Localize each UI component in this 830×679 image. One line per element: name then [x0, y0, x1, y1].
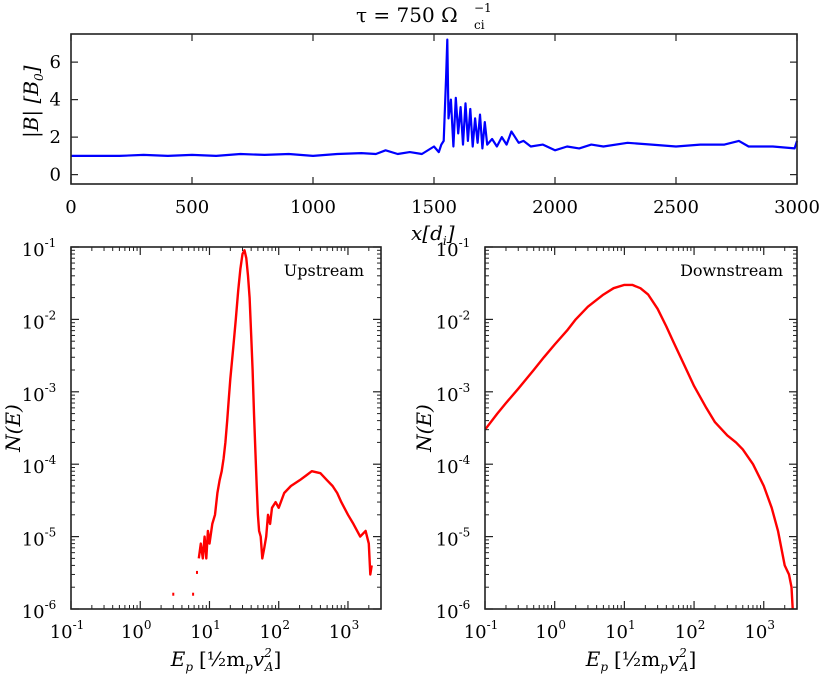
xlabel-units: [½m — [199, 647, 245, 671]
b-field-ylabel: |B| [B0] — [19, 65, 46, 138]
xlabel-sub: p — [600, 660, 608, 674]
y-tick-label: 10-2 — [22, 308, 57, 333]
x-tick-exponent: 2 — [282, 618, 290, 632]
x-tick-label: 500 — [175, 197, 209, 218]
xlabel-close: ] — [688, 647, 696, 671]
spectrum-ylabel: N(E) — [1, 404, 25, 453]
y-tick-label: 10-5 — [22, 526, 57, 551]
x-tick-exponent: -1 — [487, 618, 499, 632]
x-tick-label: 2000 — [532, 197, 578, 218]
spectrum-line — [197, 249, 373, 576]
figure-title: τ = 750 Ω ci −1 — [356, 1, 492, 32]
spectrum-line — [485, 283, 794, 609]
x-tick-exponent: 2 — [698, 618, 706, 632]
x-tick-exponent: 3 — [352, 618, 360, 632]
xlabel-close: ] — [273, 647, 281, 671]
xlabel-units-sub: p — [245, 660, 253, 674]
downstream-panel: 10-1 100 101 102 10310-610-510-410-310-210-1… — [412, 236, 798, 674]
y-tick-exponent: -1 — [45, 236, 57, 250]
x-tick-exponent: 3 — [767, 618, 775, 632]
y-tick-label: 10-1 — [22, 236, 57, 261]
y-tick-label: 10-4 — [22, 453, 57, 478]
spectrum-axes-box — [70, 246, 382, 610]
y-tick-label: 10-2 — [436, 308, 471, 333]
x-tick-label: 1500 — [411, 197, 457, 218]
y-tick-label: 0 — [50, 165, 61, 186]
xlabel-sub: p — [185, 660, 193, 674]
y-tick-label: 2 — [50, 127, 61, 148]
xlabel-units-v: v — [253, 647, 265, 671]
spectrum-xlabel: Ep [½mpv2 A] — [170, 646, 282, 674]
panel-annotation: Upstream — [284, 261, 364, 280]
y-tick-label: 10-4 — [436, 453, 471, 478]
y-tick-exponent: -2 — [45, 308, 57, 322]
x-tick-label: 3000 — [774, 197, 820, 218]
y-tick-exponent: -6 — [45, 598, 57, 612]
title-sub: ci — [474, 18, 485, 32]
y-tick-exponent: -5 — [45, 526, 57, 540]
y-tick-label: 6 — [50, 52, 61, 73]
x-tick-label: 100 — [535, 618, 566, 643]
x-tick-label: 102 — [675, 618, 706, 643]
x-tick-label: 10-1 — [50, 618, 85, 643]
ylabel-sub: 0 — [32, 73, 46, 81]
x-tick-exponent: -1 — [73, 618, 85, 632]
x-tick-label: 103 — [744, 618, 775, 643]
title-sup: −1 — [474, 1, 492, 15]
spectrum-xlabel: Ep [½mpv2 A] — [585, 646, 697, 674]
y-tick-exponent: -2 — [459, 308, 471, 322]
xlabel-units-sub: p — [660, 660, 668, 674]
x-tick-exponent: 0 — [144, 618, 152, 632]
spectrum-point — [195, 570, 198, 574]
y-tick-exponent: -4 — [45, 453, 57, 467]
xlabel-close: ] — [446, 221, 455, 245]
y-tick-label: 10-6 — [436, 598, 471, 623]
b-field-panel: 0 500 1000 1500 2000 2500 3000 0 2 4 6 x[di] |B| [B0… — [19, 33, 820, 248]
b-field-line — [71, 38, 799, 157]
x-tick-label: 2500 — [653, 197, 699, 218]
upstream-panel: 10-1 100 101 102 10310-610-510-410-310-210-1… — [1, 236, 382, 674]
x-tick-label: 103 — [329, 618, 360, 643]
x-tick-label: 10-1 — [464, 618, 499, 643]
y-tick-label: 10-6 — [22, 598, 57, 623]
xlabel-sub: i — [443, 234, 447, 248]
x-tick-exponent: 1 — [213, 618, 221, 632]
panel-annotation: Downstream — [680, 261, 783, 280]
spectrum-axes-box — [484, 246, 798, 610]
xlabel-units-vsub: A — [679, 660, 689, 674]
xlabel-units-vsup: 2 — [263, 646, 272, 660]
x-tick-label: 101 — [605, 618, 636, 643]
spectrum-point — [192, 592, 195, 596]
b-field-xlabel: x[di] — [411, 221, 455, 248]
xlabel-units: [½m — [614, 647, 660, 671]
x-tick-label: 0 — [65, 197, 76, 218]
x-tick-exponent: 0 — [558, 618, 566, 632]
y-tick-label: 4 — [50, 90, 61, 111]
spectrum-point — [172, 592, 175, 596]
ylabel-close: ] — [19, 65, 43, 74]
y-tick-label: 10-3 — [436, 381, 471, 406]
x-tick-label: 1000 — [290, 197, 336, 218]
y-tick-exponent: -3 — [45, 381, 57, 395]
xlabel-units-v: v — [668, 647, 680, 671]
title-main: τ = 750 Ω — [356, 3, 458, 27]
y-tick-exponent: -3 — [459, 381, 471, 395]
x-tick-label: 101 — [190, 618, 221, 643]
y-tick-exponent: -5 — [459, 526, 471, 540]
spectrum-ylabel: N(E) — [412, 404, 436, 453]
y-tick-label: 10-1 — [436, 236, 471, 261]
x-tick-label: 100 — [121, 618, 152, 643]
y-tick-exponent: -4 — [459, 453, 471, 467]
b-field-axes-box — [70, 33, 798, 185]
y-tick-exponent: -6 — [459, 598, 471, 612]
y-tick-label: 10-3 — [22, 381, 57, 406]
y-tick-exponent: -1 — [459, 236, 471, 250]
x-tick-exponent: 1 — [628, 618, 636, 632]
x-tick-label: 102 — [259, 618, 290, 643]
y-tick-label: 10-5 — [436, 526, 471, 551]
xlabel-units-vsup: 2 — [678, 646, 687, 660]
xlabel-units-vsub: A — [264, 660, 274, 674]
